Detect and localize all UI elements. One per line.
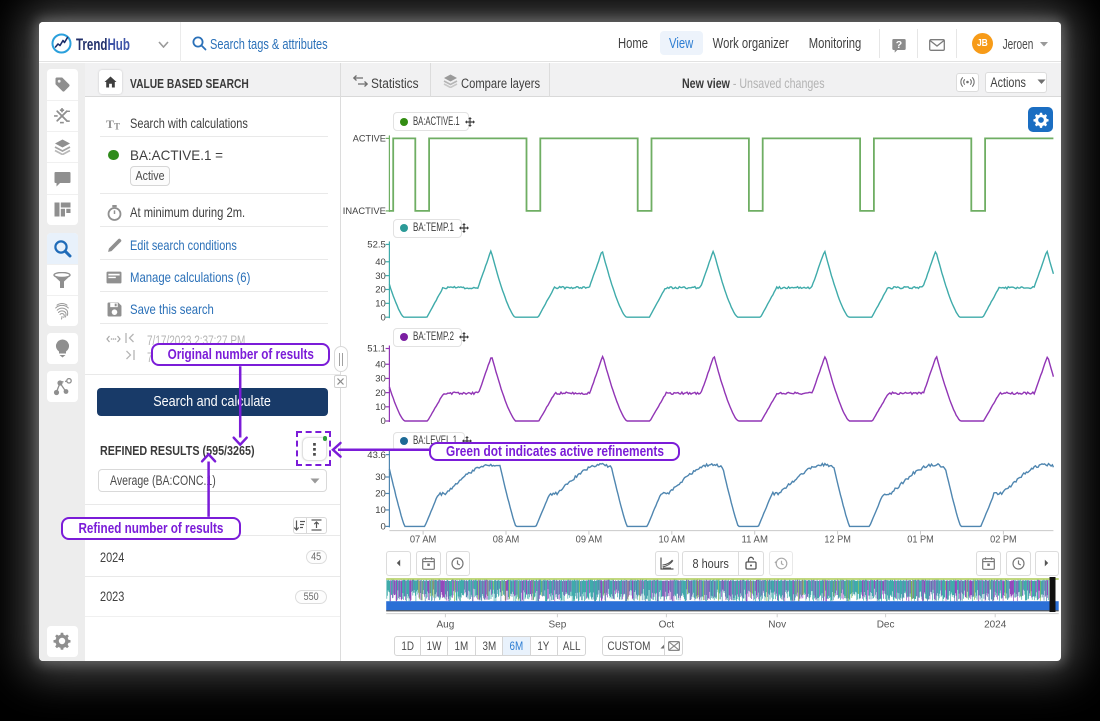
svg-text:11 AM: 11 AM bbox=[741, 535, 768, 546]
svg-text:10: 10 bbox=[375, 505, 386, 516]
svg-text:12 PM: 12 PM bbox=[824, 535, 851, 546]
svg-text:20: 20 bbox=[375, 285, 386, 296]
svg-text:20: 20 bbox=[375, 489, 386, 500]
svg-text:T: T bbox=[114, 121, 120, 130]
svg-text:Aug: Aug bbox=[437, 620, 455, 631]
svg-text:?: ? bbox=[896, 39, 902, 51]
svg-text:Nov: Nov bbox=[768, 620, 786, 631]
svg-text:07 AM: 07 AM bbox=[410, 535, 437, 546]
svg-text:08 AM: 08 AM bbox=[493, 535, 520, 546]
svg-text:Dec: Dec bbox=[877, 620, 895, 631]
svg-text:0: 0 bbox=[381, 416, 386, 427]
svg-text:ACTIVE: ACTIVE bbox=[353, 134, 386, 145]
svg-text:30: 30 bbox=[375, 472, 386, 483]
svg-text:10 AM: 10 AM bbox=[659, 535, 686, 546]
svg-text:40: 40 bbox=[375, 359, 386, 370]
svg-text:40: 40 bbox=[375, 257, 386, 268]
svg-text:09 AM: 09 AM bbox=[576, 535, 603, 546]
svg-text:10: 10 bbox=[375, 299, 386, 310]
svg-text:10: 10 bbox=[375, 402, 386, 413]
svg-text:02 PM: 02 PM bbox=[990, 535, 1017, 546]
svg-text:43.6: 43.6 bbox=[367, 450, 386, 461]
svg-text:01 PM: 01 PM bbox=[907, 535, 934, 546]
svg-text:Sep: Sep bbox=[549, 620, 567, 631]
svg-text:51.1: 51.1 bbox=[367, 344, 386, 355]
svg-text:30: 30 bbox=[375, 271, 386, 282]
svg-text:INACTIVE: INACTIVE bbox=[343, 206, 386, 217]
svg-text:Oct: Oct bbox=[659, 620, 675, 631]
svg-text:30: 30 bbox=[375, 374, 386, 385]
svg-text:2024: 2024 bbox=[984, 620, 1007, 631]
svg-text:0: 0 bbox=[381, 312, 386, 323]
svg-text:0: 0 bbox=[381, 522, 386, 533]
svg-text:52.5: 52.5 bbox=[367, 240, 386, 251]
svg-text:T: T bbox=[106, 117, 114, 130]
svg-text:20: 20 bbox=[375, 388, 386, 399]
